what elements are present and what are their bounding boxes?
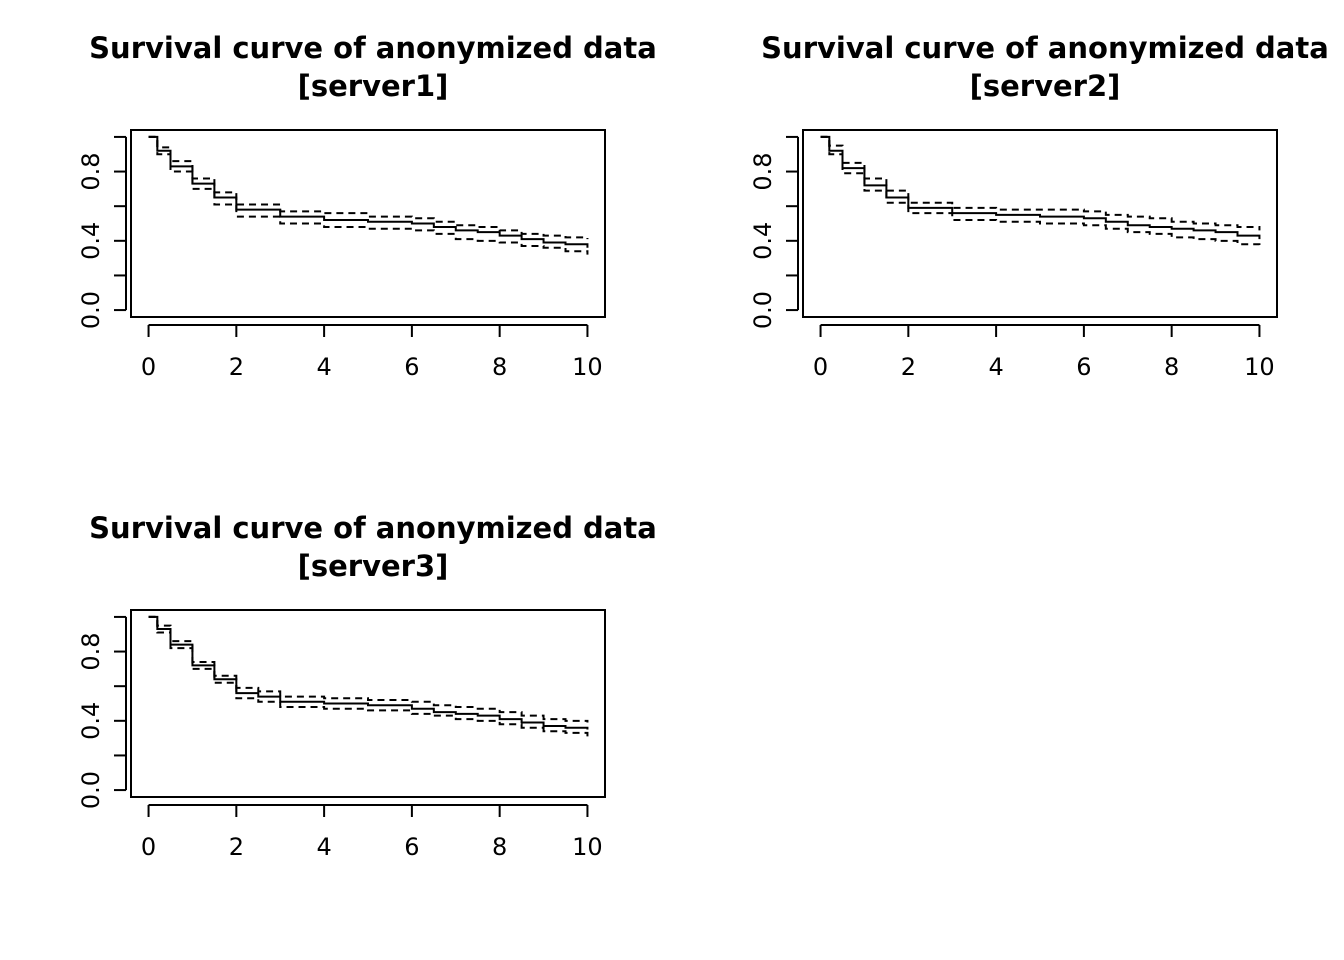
- y-tick-label: 0.4: [749, 222, 777, 260]
- x-tick-label: 4: [316, 833, 331, 861]
- confidence-band-line: [820, 135, 1261, 248]
- survival-curve: [148, 615, 589, 730]
- x-tick-label: 8: [492, 833, 507, 861]
- y-axis: 0.0 0.4 0.8: [77, 615, 127, 809]
- x-tick-label: 0: [141, 833, 156, 861]
- x-tick-label: 8: [492, 353, 507, 381]
- y-tick-label: 0.0: [77, 291, 105, 329]
- series-layer: [148, 135, 589, 255]
- series-layer: [820, 135, 1261, 248]
- x-tick-label: 2: [229, 833, 244, 861]
- y-tick-label: 0.0: [749, 291, 777, 329]
- series-layer: [148, 615, 589, 737]
- x-tick-label: 6: [1076, 353, 1091, 381]
- chart-title-line1: Survival curve of anonymized data: [761, 31, 1329, 65]
- chart-panel-server1: Survival curve of anonymized data [serve…: [77, 31, 657, 381]
- y-tick-label: 0.8: [77, 632, 105, 670]
- x-tick-label: 10: [572, 833, 603, 861]
- y-tick-label: 0.4: [77, 222, 105, 260]
- chart-panel-server3: Survival curve of anonymized data [serve…: [77, 511, 657, 861]
- x-tick-label: 0: [813, 353, 828, 381]
- y-tick-label: 0.0: [77, 771, 105, 809]
- x-tick-label: 2: [229, 353, 244, 381]
- plot-frame: [130, 129, 606, 318]
- confidence-band-line: [148, 135, 589, 240]
- plot-frame: [802, 129, 1278, 318]
- confidence-band-line: [820, 135, 1261, 231]
- x-tick-label: 6: [404, 833, 419, 861]
- confidence-band-line: [148, 615, 589, 737]
- chart-title-line2: [server2]: [970, 69, 1121, 103]
- y-axis: 0.0 0.4 0.8: [749, 135, 799, 329]
- chart-title-line1: Survival curve of anonymized data: [89, 31, 657, 65]
- y-tick-label: 0.4: [77, 702, 105, 740]
- confidence-band-line: [148, 135, 589, 255]
- x-axis: 0 2 4 6 8 10: [813, 324, 1275, 381]
- x-tick-label: 6: [404, 353, 419, 381]
- x-axis: 0 2 4 6 8 10: [141, 324, 603, 381]
- y-axis: 0.0 0.4 0.8: [77, 135, 127, 329]
- x-tick-label: 4: [316, 353, 331, 381]
- chart-title-line1: Survival curve of anonymized data: [89, 511, 657, 545]
- x-tick-label: 0: [141, 353, 156, 381]
- x-tick-label: 4: [988, 353, 1003, 381]
- chart-title-line2: [server3]: [298, 549, 449, 583]
- x-tick-label: 10: [572, 353, 603, 381]
- plot-frame: [130, 609, 606, 798]
- chart-title-line2: [server1]: [298, 69, 449, 103]
- x-axis: 0 2 4 6 8 10: [141, 804, 603, 861]
- y-tick-label: 0.8: [749, 152, 777, 190]
- x-tick-label: 10: [1244, 353, 1275, 381]
- y-tick-label: 0.8: [77, 152, 105, 190]
- chart-panel-server2: Survival curve of anonymized data [serve…: [749, 31, 1329, 381]
- x-tick-label: 2: [901, 353, 916, 381]
- x-tick-label: 8: [1164, 353, 1179, 381]
